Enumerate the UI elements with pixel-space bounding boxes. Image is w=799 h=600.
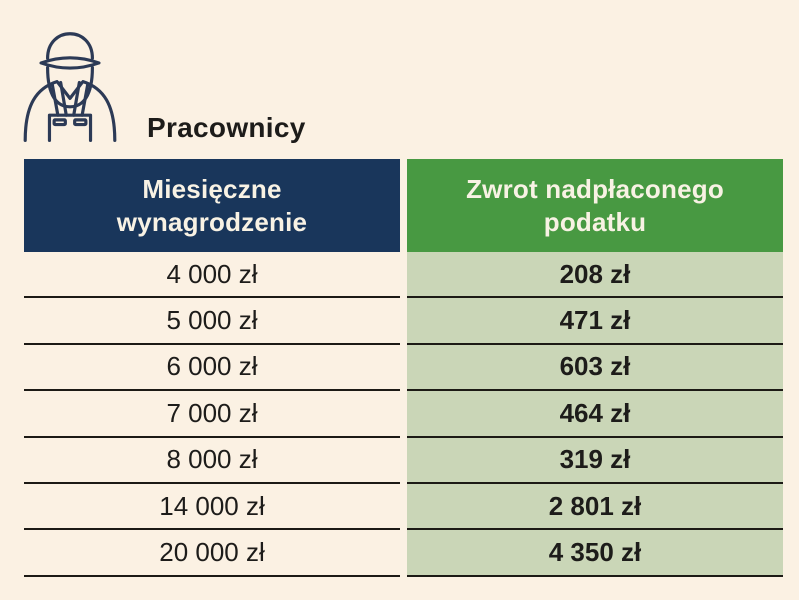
refund-cell: 319 zł (407, 437, 783, 484)
page-title: Pracownicy (147, 112, 306, 143)
refund-cell: 4 350 zł (407, 530, 783, 577)
right-strap-clip (73, 118, 88, 127)
face (46, 66, 94, 109)
refund-cell: 471 zł (407, 298, 783, 345)
salary-refund-table: Miesięczne wynagrodzenie 4 000 zł 5 000 … (24, 159, 783, 577)
salary-cell: 14 000 zł (24, 484, 400, 531)
left-strap (50, 82, 60, 117)
column-header-refund: Zwrot nadpłaconego podatku (407, 159, 783, 252)
refund-cell: 464 zł (407, 391, 783, 438)
right-strap (72, 80, 81, 117)
worker-icon (14, 6, 126, 146)
left-strap (59, 80, 68, 117)
cap-brim (39, 56, 101, 70)
refund-cell: 208 zł (407, 252, 783, 299)
cap-dome (46, 32, 94, 60)
refund-cell: 2 801 zł (407, 483, 783, 531)
salary-cell: 4 000 zł (24, 252, 400, 299)
column-header-salary: Miesięczne wynagrodzenie (24, 159, 400, 252)
salary-column: Miesięczne wynagrodzenie 4 000 zł 5 000 … (24, 159, 400, 577)
left-strap-clip (52, 118, 67, 127)
salary-cell: 8 000 zł (24, 438, 400, 484)
overalls-bib (47, 113, 93, 142)
salary-cell: 6 000 zł (24, 345, 400, 392)
salary-cell: 20 000 zł (24, 530, 400, 577)
salary-cell: 7 000 zł (24, 391, 400, 438)
refund-cell: 603 zł (407, 344, 783, 392)
salary-cell: 5 000 zł (24, 298, 400, 345)
right-strap (80, 82, 90, 117)
refund-column: Zwrot nadpłaconego podatku 208 zł 471 zł… (407, 159, 783, 577)
